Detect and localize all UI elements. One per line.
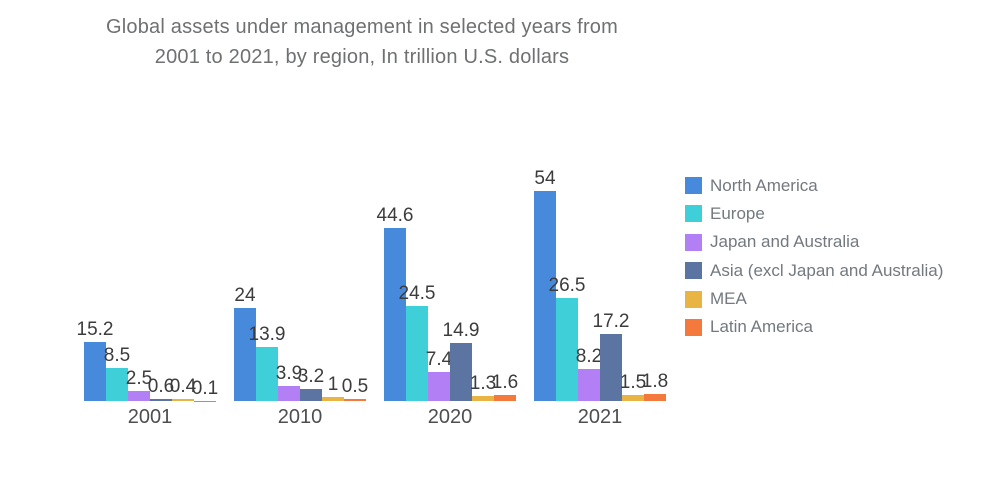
bar-north-america-2001 [84,341,106,401]
legend-swatch-latin-america [685,318,702,336]
legend-label-asia-excl-japan-and-australia: Asia (excl Japan and Australia) [710,260,944,280]
value-label-japan-and-australia-2010: 3.9 [275,362,303,384]
value-label-japan-and-australia-2001: 2.5 [125,368,153,390]
plot-area: 15.2 8.5 2.5 0.6 0.4 0.1 24 13.9 3.9 3.2 1 0.5 44.6 2… [76,168,669,401]
x-tick-2010: 2010 [277,406,323,428]
legend-item-europe: Europe [685,203,943,223]
legend-swatch-japan-and-australia [685,233,702,251]
chart-title: Global assets under management in select… [0,12,724,72]
legend-swatch-europe [685,205,702,223]
value-label-north-america-2001: 15.2 [76,318,114,340]
legend-swatch-north-america [685,177,702,194]
value-label-north-america-2010: 24 [234,284,256,306]
legend-item-asia-excl-japan-and-australia: Asia (excl Japan and Australia) [685,260,944,280]
value-label-latin-america-2020: 1.6 [491,371,519,393]
legend-item-japan-and-australia: Japan and Australia [685,232,943,252]
legend-label-europe: Europe [710,203,765,223]
legend: North America Europe Japan and Australia As… [685,175,944,347]
value-label-mea-2010: 1 [327,374,339,396]
legend-item-latin-america: Latin America [685,317,943,337]
legend-swatch-mea [685,290,702,308]
legend-label-latin-america: Latin America [710,317,813,337]
value-label-asia-excl-japan-and-australia-2020: 14.9 [442,320,480,342]
value-label-mea-2020: 1.3 [469,372,497,394]
bar-europe-2010 [256,346,278,401]
legend-label-japan-and-australia: Japan and Australia [710,232,860,252]
bar-latin-america-2021 [644,394,666,401]
value-label-asia-excl-japan-and-australia-2021: 17.2 [592,311,630,333]
bar-europe-2001 [106,367,128,401]
value-label-north-america-2021: 54 [534,168,556,189]
bar-europe-2020 [406,305,428,401]
bar-asia-excl-japan-and-australia-2020 [450,343,472,401]
bar-north-america-2020 [384,227,406,401]
value-label-latin-america-2010: 0.5 [341,376,369,398]
value-label-latin-america-2001: 0.1 [191,377,219,399]
bar-latin-america-2020 [494,394,516,401]
value-label-north-america-2020: 44.6 [376,204,414,226]
bar-asia-excl-japan-and-australia-2010 [300,388,322,401]
bar-north-america-2010 [234,307,256,401]
bar-japan-and-australia-2010 [278,385,300,401]
bar-mea-2020 [472,395,494,401]
bar-japan-and-australia-2021 [578,369,600,401]
legend-item-north-america: North America [685,175,943,195]
bar-japan-and-australia-2020 [428,372,450,401]
bar-mea-2001 [172,399,194,401]
value-label-europe-2021: 26.5 [548,274,586,296]
bar-asia-excl-japan-and-australia-2021 [600,334,622,401]
chart-title-line2: 2001 to 2021, by region, In trillion U.S… [154,46,570,68]
value-label-asia-excl-japan-and-australia-2001: 0.6 [147,375,175,397]
bar-europe-2021 [556,297,578,401]
value-label-japan-and-australia-2020: 7.4 [425,349,453,371]
x-tick-2020: 2020 [427,406,473,428]
value-label-europe-2020: 24.5 [398,282,436,304]
value-label-europe-2010: 13.9 [248,323,286,345]
value-label-mea-2021: 1.5 [619,372,647,394]
x-tick-2021: 2021 [577,406,623,428]
bar-asia-excl-japan-and-australia-2001 [150,398,172,401]
value-label-asia-excl-japan-and-australia-2010: 3.2 [297,365,325,387]
x-tick-2001: 2001 [127,406,173,428]
legend-label-north-america: North America [710,175,818,195]
value-label-japan-and-australia-2021: 8.2 [575,346,603,368]
bar-mea-2021 [622,395,644,401]
chart-title-line1: Global assets under management in select… [106,16,618,38]
value-label-europe-2001: 8.5 [103,344,131,366]
bar-latin-america-2010 [344,399,366,401]
legend-label-mea: MEA [710,289,747,309]
bar-mea-2010 [322,397,344,401]
bar-japan-and-australia-2001 [128,391,150,401]
x-axis: 2001 2010 2020 2021 [0,406,1000,434]
value-label-mea-2001: 0.4 [169,376,197,398]
legend-swatch-asia-excl-japan-and-australia [685,262,702,280]
bar-north-america-2021 [534,191,556,401]
legend-item-mea: MEA [685,289,943,309]
value-label-latin-america-2021: 1.8 [641,371,669,392]
